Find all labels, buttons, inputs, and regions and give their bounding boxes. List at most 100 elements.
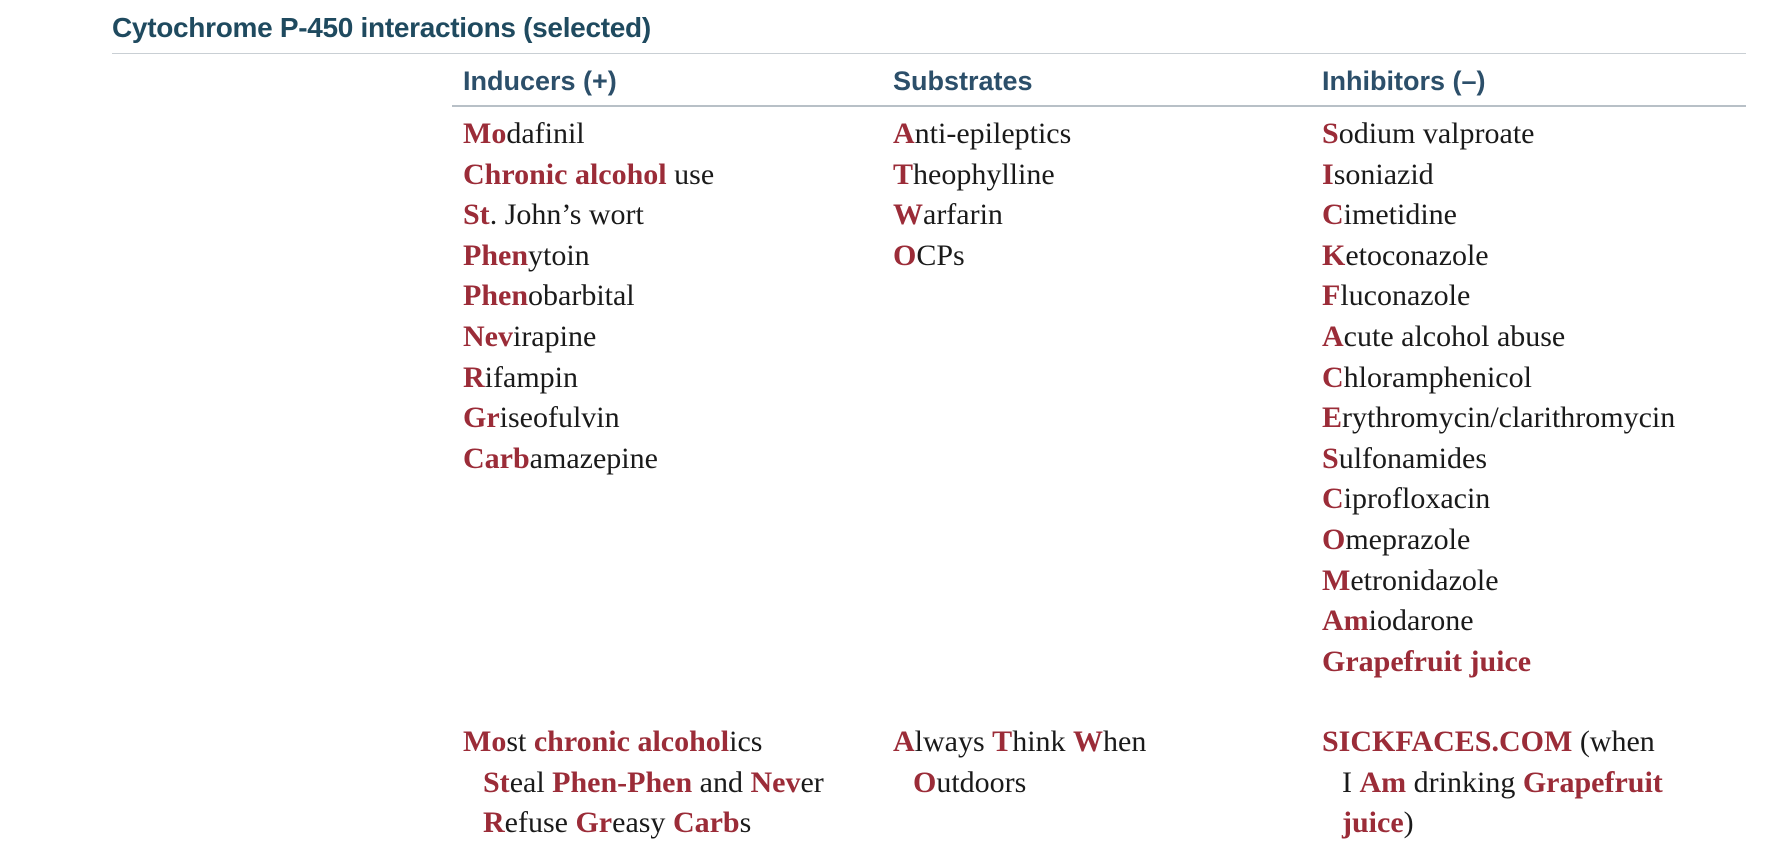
column-header-substrates: Substrates [893, 66, 1033, 96]
substrates-list: Anti-epileptics Theophylline Warfarin OCPs [893, 114, 1071, 276]
drug-item: Cimetidine [1322, 195, 1675, 236]
mnemonic-line: SICKFACES.COM (when [1322, 722, 1663, 763]
drug-item: Griseofulvin [463, 398, 714, 439]
mnemonic-letters: Am [1322, 604, 1369, 638]
text-segment: ics [729, 725, 763, 758]
text-segment: eal [509, 765, 553, 799]
text-segment: hen [1103, 725, 1147, 758]
mnemonic-letters: S [1322, 117, 1339, 150]
text-segment: obarbital [528, 279, 635, 313]
mnemonic-letters: T [992, 725, 1013, 758]
drug-item: Acute alcohol abuse [1322, 317, 1675, 358]
drug-item: Sulfonamides [1322, 439, 1675, 480]
text-segment: odium valproate [1338, 117, 1535, 150]
drug-item: Modafinil [463, 114, 714, 155]
text-segment: arfarin [923, 198, 1003, 232]
column-header-inhibitors: Inhibitors (–) [1322, 66, 1486, 96]
drug-item: St. John’s wort [463, 195, 714, 236]
header-divider [452, 105, 1746, 107]
mnemonic-line: Outdoors [893, 763, 1146, 804]
mnemonic-letters: Grapefruit juice [1322, 644, 1532, 678]
mnemonic-line: I Am drinking Grapefruit [1322, 763, 1663, 804]
mnemonic-letters: R [483, 806, 505, 840]
mnemonic-letters: C [1322, 482, 1344, 516]
mnemonic-letters: E [1322, 401, 1343, 435]
text-segment: utdoors [936, 765, 1027, 799]
mnemonic-letters: juice [1342, 806, 1404, 840]
mnemonic-line: juice) [1322, 803, 1663, 844]
text-segment: efuse [504, 806, 576, 840]
text-segment: heophylline [913, 157, 1055, 191]
text-segment: st [506, 725, 534, 758]
drug-item: Omeprazole [1322, 520, 1675, 561]
mnemonic-line: Steal Phen-Phen and Never [463, 763, 824, 804]
mnemonic-letters: C [1322, 360, 1344, 394]
text-segment: iprofloxacin [1343, 482, 1491, 516]
drug-item: Phenobarbital [463, 276, 714, 317]
text-segment: ) [1403, 806, 1414, 840]
mnemonic-letters: O [1322, 522, 1346, 556]
text-segment: and [692, 765, 751, 799]
drug-item: Metronidazole [1322, 561, 1675, 602]
drug-item: Theophylline [893, 155, 1071, 196]
inhibitors-mnemonic: SICKFACES.COM (when I Am drinking Grapefr… [1322, 722, 1663, 844]
drug-item: OCPs [893, 236, 1071, 277]
mnemonic-letters: St [463, 198, 490, 232]
text-segment: irapine [512, 319, 597, 353]
text-segment: imetidine [1343, 198, 1457, 232]
drug-item: Ciprofloxacin [1322, 479, 1675, 520]
mnemonic-line: Always Think When [893, 722, 1146, 763]
mnemonic-letters: Phen-Phen [552, 765, 693, 799]
drug-item: Fluconazole [1322, 276, 1675, 317]
text-segment: nti-epileptics [914, 117, 1072, 150]
drug-item: Erythromycin/clarithromycin [1322, 398, 1675, 439]
drug-item: Chronic alcohol use [463, 155, 714, 196]
mnemonic-letters: S [1322, 441, 1339, 475]
text-segment: s [739, 806, 752, 840]
text-segment: dafinil [506, 117, 585, 150]
mnemonic-letters: Carb [672, 806, 740, 840]
drug-item: Carbamazepine [463, 439, 714, 480]
mnemonic-letters: Gr [575, 806, 613, 840]
text-segment: (when [1572, 725, 1655, 758]
drug-item: Sodium valproate [1322, 114, 1675, 155]
text-segment: cute alcohol abuse [1343, 319, 1566, 353]
text-segment: use [666, 157, 715, 191]
mnemonic-letters: Nev [750, 765, 801, 799]
text-segment: drinking [1406, 765, 1523, 799]
mnemonic-letters: Am [1359, 765, 1407, 799]
text-segment: hloramphenicol [1343, 360, 1532, 394]
mnemonic-line: Most chronic alcoholics [463, 722, 824, 763]
inhibitors-list: Sodium valproate Isoniazid Cimetidine Ketoc… [1322, 114, 1675, 682]
drug-item: Warfarin [893, 195, 1071, 236]
text-segment: easy [612, 806, 673, 840]
mnemonic-letters: M [1322, 563, 1351, 597]
text-segment: rythromycin/clarithromycin [1342, 401, 1676, 435]
text-segment: meprazole [1345, 522, 1471, 556]
mnemonic-letters: Grapefruit [1522, 765, 1663, 799]
mnemonic-letters: Nev [463, 319, 513, 353]
mnemonic-letters: Phen [463, 279, 529, 313]
mnemonic-letters: T [893, 157, 914, 191]
text-segment: amazepine [529, 441, 658, 475]
drug-item: Nevirapine [463, 317, 714, 358]
text-segment: etoconazole [1345, 238, 1489, 272]
mnemonic-letters: Mo [463, 725, 507, 758]
drug-item: Ketoconazole [1322, 236, 1675, 277]
substrates-mnemonic: Always Think When Outdoors [893, 722, 1146, 803]
text-segment: CPs [916, 238, 965, 272]
mnemonic-letters: R [463, 360, 485, 394]
mnemonic-letters: O [893, 238, 917, 272]
inducers-mnemonic: Most chronic alcoholics Steal Phen-Phen a… [463, 722, 824, 844]
text-segment: hink [1012, 725, 1074, 758]
mnemonic-letters: Carb [463, 441, 530, 475]
mnemonic-letters: K [1322, 238, 1346, 272]
text-segment: ulfonamides [1338, 441, 1487, 475]
text-segment: iodarone [1368, 604, 1474, 638]
drug-item: Anti-epileptics [893, 114, 1071, 155]
text-segment: ytoin [528, 238, 590, 272]
text-segment: lways [914, 725, 993, 758]
mnemonic-letters: A [1322, 319, 1344, 353]
drug-item: Rifampin [463, 358, 714, 399]
mnemonic-line: Refuse Greasy Carbs [463, 803, 824, 844]
